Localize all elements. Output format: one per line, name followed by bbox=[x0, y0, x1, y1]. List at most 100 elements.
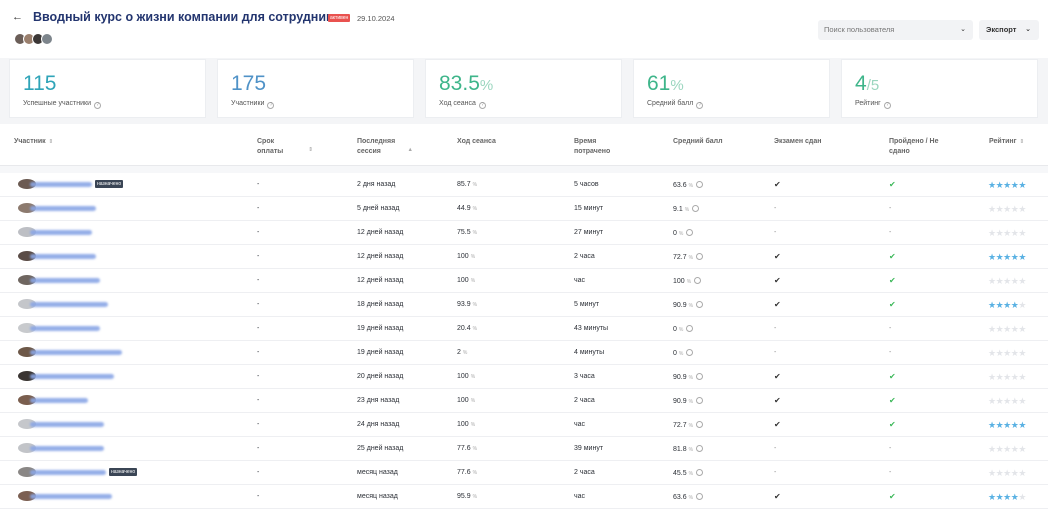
participant-name-redacted[interactable] bbox=[30, 446, 104, 451]
rating-stars[interactable]: ★★★★★ bbox=[988, 324, 1026, 335]
column-time-spent[interactable]: Время потрачено bbox=[574, 138, 611, 155]
column-passed-failed[interactable]: Пройдено / Не сдано bbox=[889, 138, 939, 155]
info-icon[interactable] bbox=[696, 373, 704, 380]
rating-stars[interactable]: ★★★★★ bbox=[988, 444, 1026, 455]
participant-name-redacted[interactable] bbox=[30, 230, 92, 235]
table-row[interactable]: - месяц назад 95.9% час 63.6% ✔ ✔ ★★★★★ bbox=[0, 485, 1048, 509]
info-icon[interactable] bbox=[686, 229, 694, 236]
chevron-down-icon: ⌄ bbox=[960, 26, 966, 33]
info-icon[interactable] bbox=[696, 397, 704, 404]
participant-name-redacted[interactable] bbox=[30, 182, 92, 187]
table-row[interactable]: -12 дней назад 100% час 100% ✔ ✔ ★★★★★ bbox=[0, 269, 1048, 293]
last-session-cell: 23 дня назад bbox=[357, 397, 400, 404]
table-row[interactable]: -25 дней назад 77.6% 39 минут 81.8% - - ★★★★★ bbox=[0, 437, 1048, 461]
star-icon: ★ bbox=[988, 324, 996, 334]
star-icon: ★ bbox=[1018, 348, 1026, 358]
stat-label: Рейтинг? bbox=[855, 100, 891, 109]
score-cell: 72.7% bbox=[673, 421, 704, 429]
column-exam-passed[interactable]: Экзамен сдан bbox=[774, 138, 822, 145]
participant-name-redacted[interactable] bbox=[30, 278, 100, 283]
info-icon[interactable] bbox=[696, 493, 704, 500]
stat-label: Средний балл? bbox=[647, 100, 704, 109]
rating-stars[interactable]: ★★★★★ bbox=[988, 204, 1026, 215]
stat-value: 83.5% bbox=[439, 72, 494, 95]
star-icon: ★ bbox=[988, 468, 996, 478]
info-icon[interactable]: ? bbox=[883, 102, 891, 109]
table-row[interactable]: -18 дней назад 93.9% 5 минут 90.9% ✔ ✔ ★★★★★ bbox=[0, 293, 1048, 317]
table-row[interactable]: -20 дней назад 100% 3 часа 90.9% ✔ ✔ ★★★★★ bbox=[0, 365, 1048, 389]
table-row[interactable]: -12 дней назад 100% 2 часа 72.7% ✔ ✔ ★★★★★ bbox=[0, 245, 1048, 269]
column-rating[interactable]: Рейтинг ⇕ bbox=[989, 138, 1025, 145]
rating-stars[interactable]: ★★★★★ bbox=[988, 468, 1026, 479]
check-icon: ✔ bbox=[774, 300, 781, 309]
column-participant[interactable]: Участник ⇕ bbox=[14, 138, 54, 145]
time-spent-cell: 3 часа bbox=[574, 373, 595, 380]
last-session-cell: 24 дня назад bbox=[357, 421, 400, 428]
participant-name-redacted[interactable] bbox=[30, 422, 104, 427]
rating-stars[interactable]: ★★★★★ bbox=[988, 492, 1026, 503]
column-last-session[interactable]: Последняя сессия ▲ bbox=[357, 138, 413, 155]
participant-name-redacted[interactable] bbox=[30, 398, 88, 403]
rating-stars[interactable]: ★★★★★ bbox=[988, 348, 1026, 359]
info-icon[interactable] bbox=[686, 325, 694, 332]
column-session-progress[interactable]: Ход сеанса bbox=[457, 138, 496, 145]
time-spent-cell: 2 часа bbox=[574, 253, 595, 260]
star-icon: ★ bbox=[988, 492, 996, 502]
table-row[interactable]: -5 дней назад 44.9% 15 минут 9.1% - - ★★★★★ bbox=[0, 197, 1048, 221]
participant-name-redacted[interactable] bbox=[30, 302, 108, 307]
rating-stars[interactable]: ★★★★★ bbox=[988, 420, 1026, 431]
info-icon[interactable] bbox=[696, 421, 704, 428]
arrow-left-icon[interactable]: ← bbox=[12, 11, 23, 23]
rating-stars[interactable]: ★★★★★ bbox=[988, 396, 1026, 407]
info-icon[interactable] bbox=[696, 181, 704, 188]
avatar bbox=[18, 395, 36, 405]
exam-none: - bbox=[774, 325, 777, 332]
rating-stars[interactable]: ★★★★★ bbox=[988, 300, 1026, 311]
time-spent-cell: 27 минут bbox=[574, 229, 604, 236]
rating-stars[interactable]: ★★★★★ bbox=[988, 372, 1026, 383]
column-due-date[interactable]: Срок оплаты ⇕ bbox=[257, 138, 313, 155]
page-title: Вводный курс о жизни компании для сотруд… bbox=[33, 10, 348, 24]
star-icon: ★ bbox=[995, 492, 1004, 502]
info-icon[interactable]: ? bbox=[696, 102, 704, 109]
info-icon[interactable] bbox=[696, 469, 704, 476]
table-row[interactable]: -19 дней назад 20.4% 43 минуты 0% - - ★★★★★ bbox=[0, 317, 1048, 341]
export-button[interactable]: Экспорт ⌄ bbox=[979, 20, 1039, 40]
rating-stars[interactable]: ★★★★★ bbox=[988, 276, 1026, 287]
info-icon[interactable] bbox=[686, 349, 694, 356]
user-search-select[interactable]: Поиск пользователя ⌄ bbox=[818, 20, 973, 40]
column-average-score[interactable]: Средний балл bbox=[673, 138, 723, 145]
participant-name-redacted[interactable] bbox=[30, 374, 114, 379]
rating-stars[interactable]: ★★★★★ bbox=[988, 228, 1026, 239]
info-icon[interactable] bbox=[692, 205, 700, 212]
info-icon[interactable]: ? bbox=[267, 102, 275, 109]
star-icon: ★ bbox=[988, 420, 996, 430]
info-icon[interactable]: ? bbox=[478, 102, 486, 109]
star-icon: ★ bbox=[995, 348, 1004, 358]
star-icon: ★ bbox=[1018, 372, 1026, 382]
info-icon[interactable] bbox=[694, 277, 702, 284]
participant-name-redacted[interactable] bbox=[30, 494, 112, 499]
table-row[interactable]: назначено - месяц назад 77.6% 2 часа 45.5% - - ★… bbox=[0, 461, 1048, 485]
progress-cell: 77.6% bbox=[457, 445, 478, 452]
table-row[interactable]: -19 дней назад 2% 4 минуты 0% - - ★★★★★ bbox=[0, 341, 1048, 365]
participant-name-redacted[interactable] bbox=[30, 254, 96, 259]
table-row[interactable]: назначено - 2 дня назад 85.7% 5 часов 63.6% ✔ ✔… bbox=[0, 173, 1048, 197]
info-icon[interactable] bbox=[696, 445, 704, 452]
table-row[interactable]: -23 дня назад 100% 2 часа 90.9% ✔ ✔ ★★★★★ bbox=[0, 389, 1048, 413]
info-icon[interactable]: ? bbox=[94, 102, 102, 109]
check-icon: ✔ bbox=[889, 372, 896, 381]
star-icon: ★ bbox=[1018, 228, 1026, 238]
table-row[interactable]: -12 дней назад 75.5% 27 минут 0% - - ★★★★★ bbox=[0, 221, 1048, 245]
participant-name-redacted[interactable] bbox=[30, 326, 100, 331]
star-icon: ★ bbox=[1010, 204, 1019, 214]
rating-stars[interactable]: ★★★★★ bbox=[988, 180, 1026, 191]
participant-name-redacted[interactable] bbox=[30, 206, 96, 211]
participant-name-redacted[interactable] bbox=[30, 470, 106, 475]
info-icon[interactable] bbox=[696, 253, 704, 260]
info-icon[interactable] bbox=[696, 301, 704, 308]
table-row[interactable]: -24 дня назад 100% час 72.7% ✔ ✔ ★★★★★ bbox=[0, 413, 1048, 437]
rating-stars[interactable]: ★★★★★ bbox=[988, 252, 1026, 263]
participant-name-redacted[interactable] bbox=[30, 350, 122, 355]
star-icon: ★ bbox=[1003, 324, 1011, 334]
